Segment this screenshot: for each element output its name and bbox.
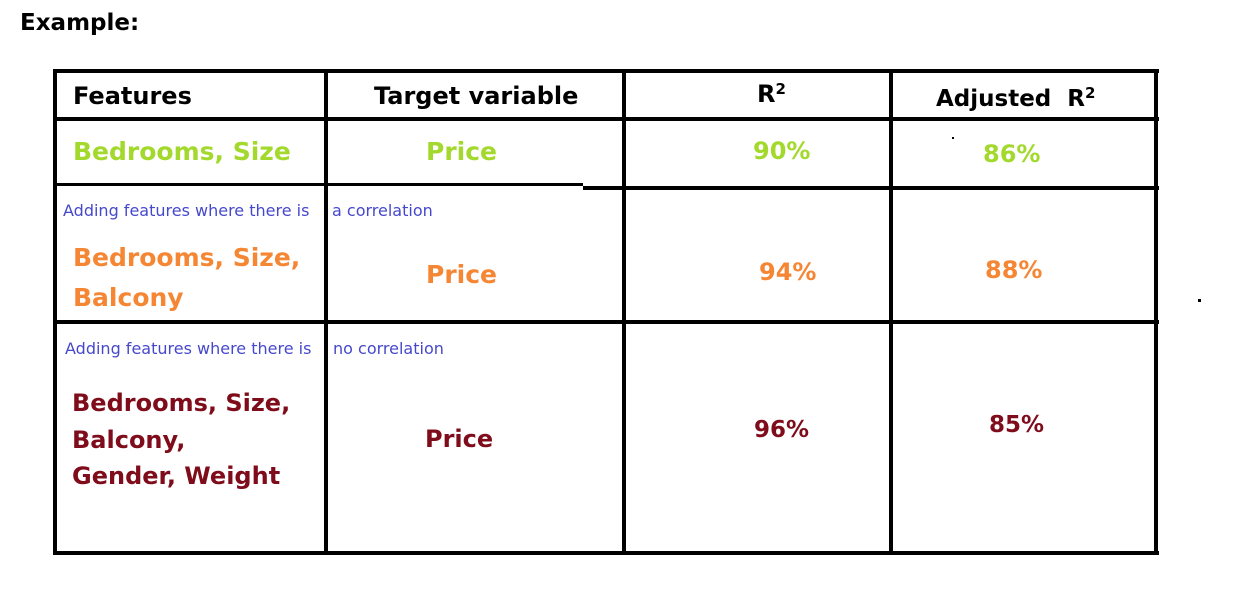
row1-features: Bedrooms, Size — [73, 137, 291, 166]
header-features: Features — [73, 82, 192, 110]
row2-features-line2: Balcony — [73, 283, 184, 312]
column-divider-3 — [889, 69, 893, 555]
table-border-bottom — [53, 551, 1159, 555]
header-r-squared-exponent: 2 — [775, 80, 786, 98]
example-heading: Example: — [20, 10, 140, 36]
column-divider-1 — [324, 69, 328, 555]
row3-note-left: Adding features where there is — [65, 339, 312, 358]
row1-adjusted-r-squared: 86% — [983, 140, 1041, 168]
row2-features-line1: Bedrooms, Size, — [73, 243, 301, 272]
row1-divider-right — [583, 186, 1159, 190]
row1-target: Price — [426, 137, 497, 166]
row3-features-line2: Balcony, — [72, 426, 186, 454]
row2-divider — [53, 320, 1159, 324]
header-r-squared-label: R — [757, 80, 776, 108]
table-border-top — [53, 69, 1159, 73]
row2-r-squared: 94% — [759, 258, 817, 286]
table-border-right — [1154, 69, 1158, 555]
row3-features-line1: Bedrooms, Size, — [72, 389, 291, 417]
header-target-variable: Target variable — [374, 82, 579, 110]
column-divider-2 — [622, 69, 626, 555]
row1-divider-left — [53, 183, 583, 186]
table-border-left — [53, 69, 57, 555]
row2-note-right: a correlation — [332, 201, 433, 220]
header-adjusted-r-squared-label: Adjusted R — [936, 86, 1085, 112]
row3-r-squared: 96% — [754, 417, 810, 443]
stray-dot-1 — [952, 137, 954, 139]
row3-adjusted-r-squared: 85% — [989, 412, 1045, 438]
row2-note-left: Adding features where there is — [63, 201, 310, 220]
row3-note-right: no correlation — [333, 339, 444, 358]
header-r-squared: R2 — [757, 80, 786, 108]
header-adjusted-r-squared-exponent: 2 — [1085, 84, 1096, 102]
row2-adjusted-r-squared: 88% — [985, 256, 1043, 284]
row3-target: Price — [425, 425, 494, 453]
row3-features-line3: Gender, Weight — [72, 462, 281, 490]
stray-dot-2 — [1198, 299, 1201, 302]
header-divider — [53, 117, 1159, 121]
row1-r-squared: 90% — [753, 137, 811, 165]
header-adjusted-r-squared: Adjusted R2 — [936, 84, 1095, 112]
row2-target: Price — [426, 260, 497, 289]
